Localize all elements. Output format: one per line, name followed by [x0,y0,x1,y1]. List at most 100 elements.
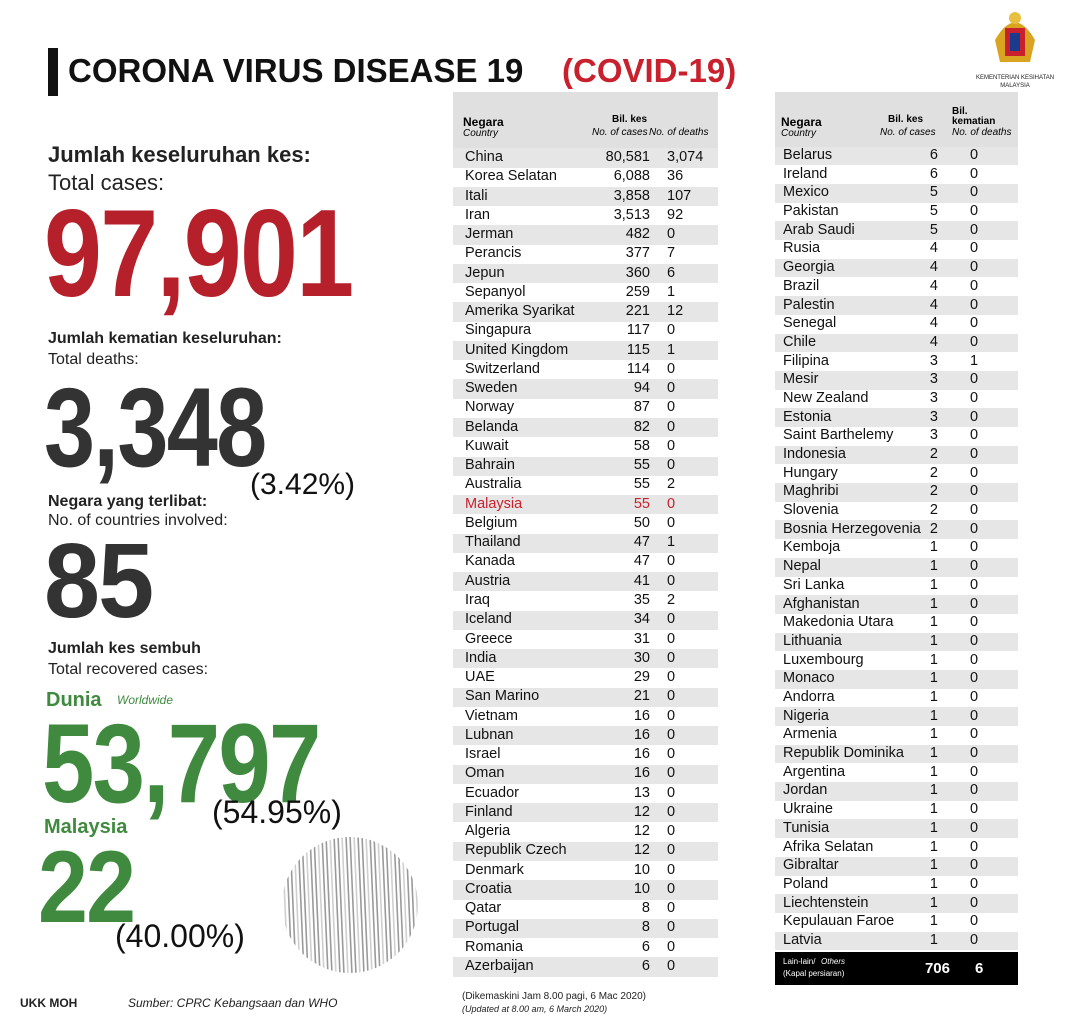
header-country-en: Country [463,128,499,139]
country-name: Australia [465,476,522,493]
country-name: Oman [465,765,505,782]
case-count: 94 [633,380,650,397]
case-count: 6 [641,957,650,974]
death-count: 0 [667,900,676,917]
row-bg [453,899,718,919]
case-count: 1 [929,726,938,743]
case-count: 3 [929,427,938,444]
death-count: 1 [667,534,676,551]
others-row-bg [775,952,1018,985]
row-bg [775,445,1018,465]
case-count: 1 [929,782,938,799]
label: Jumlah kematian keseluruhan: [48,330,282,347]
row-bg [775,744,1018,764]
death-count: 0 [970,745,979,762]
country-name: San Marino [465,688,540,705]
row-bg [453,629,718,650]
death-count: 0 [970,446,979,463]
case-count: 12 [633,803,650,820]
updated: (Dikemaskini Jam 8.00 pagi, 6 Mac 2020) [462,991,646,1002]
death-count: 1 [970,352,979,369]
row-bg [775,669,1018,689]
row-bg [453,148,718,168]
case-count: 3 [929,389,938,406]
country-name: Senegal [783,315,837,332]
death-count: 0 [970,259,979,276]
country-name: Argentina [783,763,846,780]
death-count: 0 [667,649,676,666]
globe-stripe [305,837,313,973]
case-count: 82 [633,418,650,435]
country-name: Mexico [783,184,829,201]
table-header-bg [775,92,1018,148]
country-name: Azerbaijan [465,957,534,974]
total-deaths: 3,348 [44,365,267,490]
death-count: 0 [970,483,979,500]
header-deaths-en: No. of deaths [952,127,1012,138]
death-count: 0 [667,746,676,763]
country-name: Sepanyol [465,283,526,300]
country-name: India [465,649,497,666]
row-bg [453,206,718,226]
death-count: 0 [667,707,676,724]
row-bg [775,595,1018,614]
recovered-malaysia: 22 [38,830,136,944]
globe-stripe [333,837,341,973]
case-count: 10 [633,861,650,878]
globe-stripe [337,837,345,973]
death-count: 0 [970,539,979,556]
globe-stripe [405,837,413,973]
death-count: 0 [667,495,676,512]
death-count: 36 [667,168,684,185]
row-bg [775,258,1018,278]
country-name: Croatia [465,880,512,897]
case-count: 4 [929,315,938,332]
death-count: 0 [667,842,676,859]
death-count: 0 [970,632,979,649]
row-bg [775,221,1018,241]
case-count: 1 [929,913,938,930]
country-name: Ireland [783,165,828,182]
case-count: 5 [929,184,938,201]
others-note: (Kapal persiaran) [783,969,845,978]
row-bg [453,764,718,784]
death-count: 0 [667,380,676,397]
row-bg [775,483,1018,502]
country-name: Rusia [783,240,821,257]
others-label-en: Others [821,957,846,966]
death-count: 0 [667,957,676,974]
row-bg [453,880,718,900]
row-bg [775,613,1018,633]
death-count: 0 [970,240,979,257]
credit: UKK MOH [20,996,78,1010]
death-count: 0 [970,614,979,631]
case-count: 16 [633,746,650,763]
country-name: Thailand [465,534,521,551]
country-name: Liechtenstein [783,894,869,911]
globe-stripe [321,837,329,973]
death-count: 0 [970,838,979,855]
label: Total recovered cases: [48,661,209,678]
country-name: Malaysia [465,495,523,512]
globe-stripe [317,837,325,973]
death-count: 0 [970,165,979,182]
country-name: Jepun [465,264,505,281]
case-count: 55 [633,495,650,512]
row-bg [775,427,1018,446]
country-name: Sri Lanka [783,576,845,593]
row-bg [453,340,718,361]
death-count: 0 [667,418,676,435]
case-count: 1 [929,595,938,612]
globe-stripe [389,837,397,973]
row-bg [775,277,1018,297]
country-name: Tunisia [783,819,830,836]
globe-stripe [325,837,333,973]
case-count: 3 [929,371,938,388]
death-count: 0 [667,880,676,897]
case-count: 12 [633,842,650,859]
country-name: Portugal [465,919,520,936]
ministry-name: KEMENTERIAN KESIHATAN [975,75,1055,81]
country-name: Mesir [783,371,819,388]
row-bg [453,860,718,881]
death-count: 12 [667,303,684,320]
